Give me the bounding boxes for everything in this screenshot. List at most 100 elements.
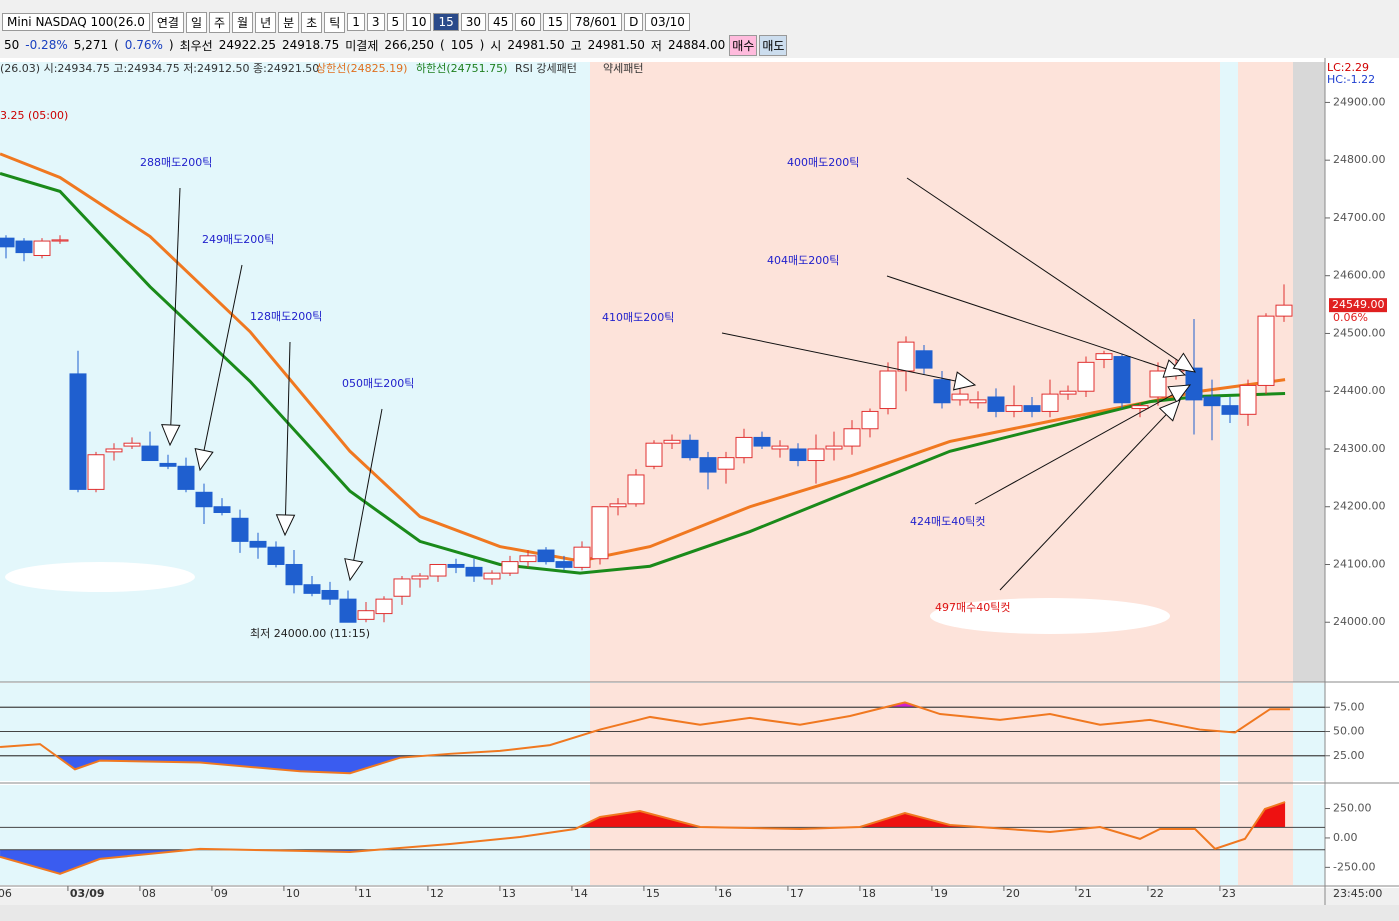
candle-body — [123, 442, 141, 447]
candle-body — [573, 546, 591, 568]
y-tick-label: 75.00 — [1333, 700, 1365, 713]
annotation-arrow — [169, 187, 181, 446]
candle-body — [447, 563, 465, 568]
candle-body — [879, 370, 897, 410]
last-price: 24549.00 — [1332, 298, 1385, 311]
info-field: 미결제 — [345, 38, 379, 53]
annotation-arrow — [974, 384, 1191, 505]
status-bar — [0, 905, 1399, 921]
annotation: 050매도200틱 — [342, 377, 414, 390]
candle-body — [339, 598, 357, 623]
toolbar-button[interactable]: 틱 — [324, 11, 346, 33]
candle-body — [285, 563, 303, 586]
info-field: ) — [168, 38, 174, 52]
candle-body — [825, 445, 843, 450]
candle-body — [411, 575, 429, 580]
info-field: 266,250 — [384, 38, 434, 52]
toolbar-button[interactable]: 15 — [542, 13, 568, 31]
candle-body — [501, 561, 519, 574]
candle-body — [1221, 405, 1239, 415]
info-field: 24922.25 — [218, 38, 276, 52]
y-tick-label: 24600.00 — [1333, 269, 1386, 282]
candle-body — [177, 465, 195, 490]
candle-body — [1149, 370, 1167, 398]
toolbar-button[interactable]: 60 — [515, 13, 541, 31]
toolbar-button[interactable]: 초 — [301, 11, 323, 33]
toolbar-button[interactable]: 10 — [406, 13, 432, 31]
toolbar-button[interactable]: D — [624, 13, 644, 31]
y-tick-label: 24100.00 — [1333, 557, 1386, 570]
x-tick-label: 23 — [1222, 887, 1236, 900]
x-tick-label: 17 — [790, 887, 804, 900]
candle-body — [141, 445, 159, 462]
low-fill — [0, 849, 1286, 874]
info-field: 시 — [490, 38, 502, 53]
toolbar-button[interactable]: 주 — [208, 11, 231, 33]
annotation: 128매도200틱 — [250, 310, 322, 323]
candle-body — [267, 546, 285, 565]
x-tick-label: 10 — [286, 887, 300, 900]
toolbar-button[interactable]: 분 — [278, 11, 300, 33]
y-tick-label: 24500.00 — [1333, 326, 1386, 339]
panel-bg — [1238, 683, 1293, 885]
candle-body — [195, 491, 213, 508]
info-field[interactable]: 매도 — [759, 34, 788, 56]
annotation-arrow — [999, 399, 1181, 591]
candle-body — [303, 584, 321, 594]
redaction — [930, 598, 1170, 634]
toolbar-button[interactable]: 1 — [347, 13, 365, 31]
arrow-head — [344, 558, 364, 582]
y-tick-label: 24900.00 — [1333, 95, 1386, 108]
toolbar-button[interactable]: 5 — [386, 13, 405, 31]
candle-body — [1239, 384, 1257, 415]
info-field: 24884.00 — [667, 38, 726, 52]
lc: LC:2.29 — [1327, 61, 1369, 74]
info-field: 24981.50 — [507, 38, 565, 52]
candle-body — [1275, 304, 1293, 317]
toolbar-button[interactable]: 45 — [488, 13, 514, 31]
toolbar-button[interactable]: 78/601 — [569, 13, 623, 31]
toolbar-button[interactable]: 30 — [460, 13, 487, 31]
candle-body — [321, 589, 339, 600]
toolbar-button[interactable]: 월 — [232, 11, 254, 33]
candle-body — [231, 517, 249, 542]
candle-body — [699, 457, 717, 473]
info-field: 저 — [650, 38, 662, 53]
candle-body — [789, 448, 807, 462]
x-tick-label: 06 — [0, 887, 12, 900]
toolbar-button[interactable]: 15 — [433, 13, 459, 31]
info-field: ) — [479, 38, 485, 52]
candle-body — [69, 373, 87, 490]
session-bg — [1293, 62, 1325, 682]
y-tick-label: 24300.00 — [1333, 442, 1386, 455]
info-field[interactable]: 매수 — [729, 34, 758, 56]
candle-body — [843, 428, 861, 447]
band-line — [0, 152, 1286, 563]
toolbar-button[interactable]: 연결 — [151, 11, 184, 33]
x-tick-label: 20 — [1006, 887, 1020, 900]
toolbar-button[interactable]: 년 — [255, 11, 277, 33]
toolbar-button[interactable]: 03/10 — [645, 13, 690, 31]
toolbar-button[interactable]: Mini NASDAQ 100(26.0 — [2, 13, 150, 31]
candle-body — [15, 240, 33, 254]
info-field: 최우선 — [179, 38, 213, 53]
toolbar-button[interactable]: 일 — [185, 11, 207, 33]
annotation-arrow — [721, 332, 976, 386]
x-tick-label: 22 — [1150, 887, 1164, 900]
candle-body — [717, 457, 735, 470]
candle-body — [393, 578, 411, 597]
cursor-time: 23:45:00 — [1333, 887, 1382, 900]
low-note: 최저 24000.00 (11:15) — [250, 627, 370, 640]
note: 3.25 (05:00) — [0, 109, 68, 122]
legend-entry: (26.03) 시:24934.75 고:24934.75 저:24912.50… — [0, 62, 319, 75]
toolbar-button[interactable]: 3 — [366, 13, 385, 31]
candle-body — [1041, 393, 1059, 412]
band-line — [0, 172, 1286, 575]
legend-entry: 하한선(24751.75) — [416, 61, 507, 75]
arrow-head — [952, 371, 977, 391]
y-tick-label: -250.00 — [1333, 860, 1375, 873]
last-change: 0.06% — [1333, 311, 1368, 324]
x-tick-label: 12 — [430, 887, 444, 900]
